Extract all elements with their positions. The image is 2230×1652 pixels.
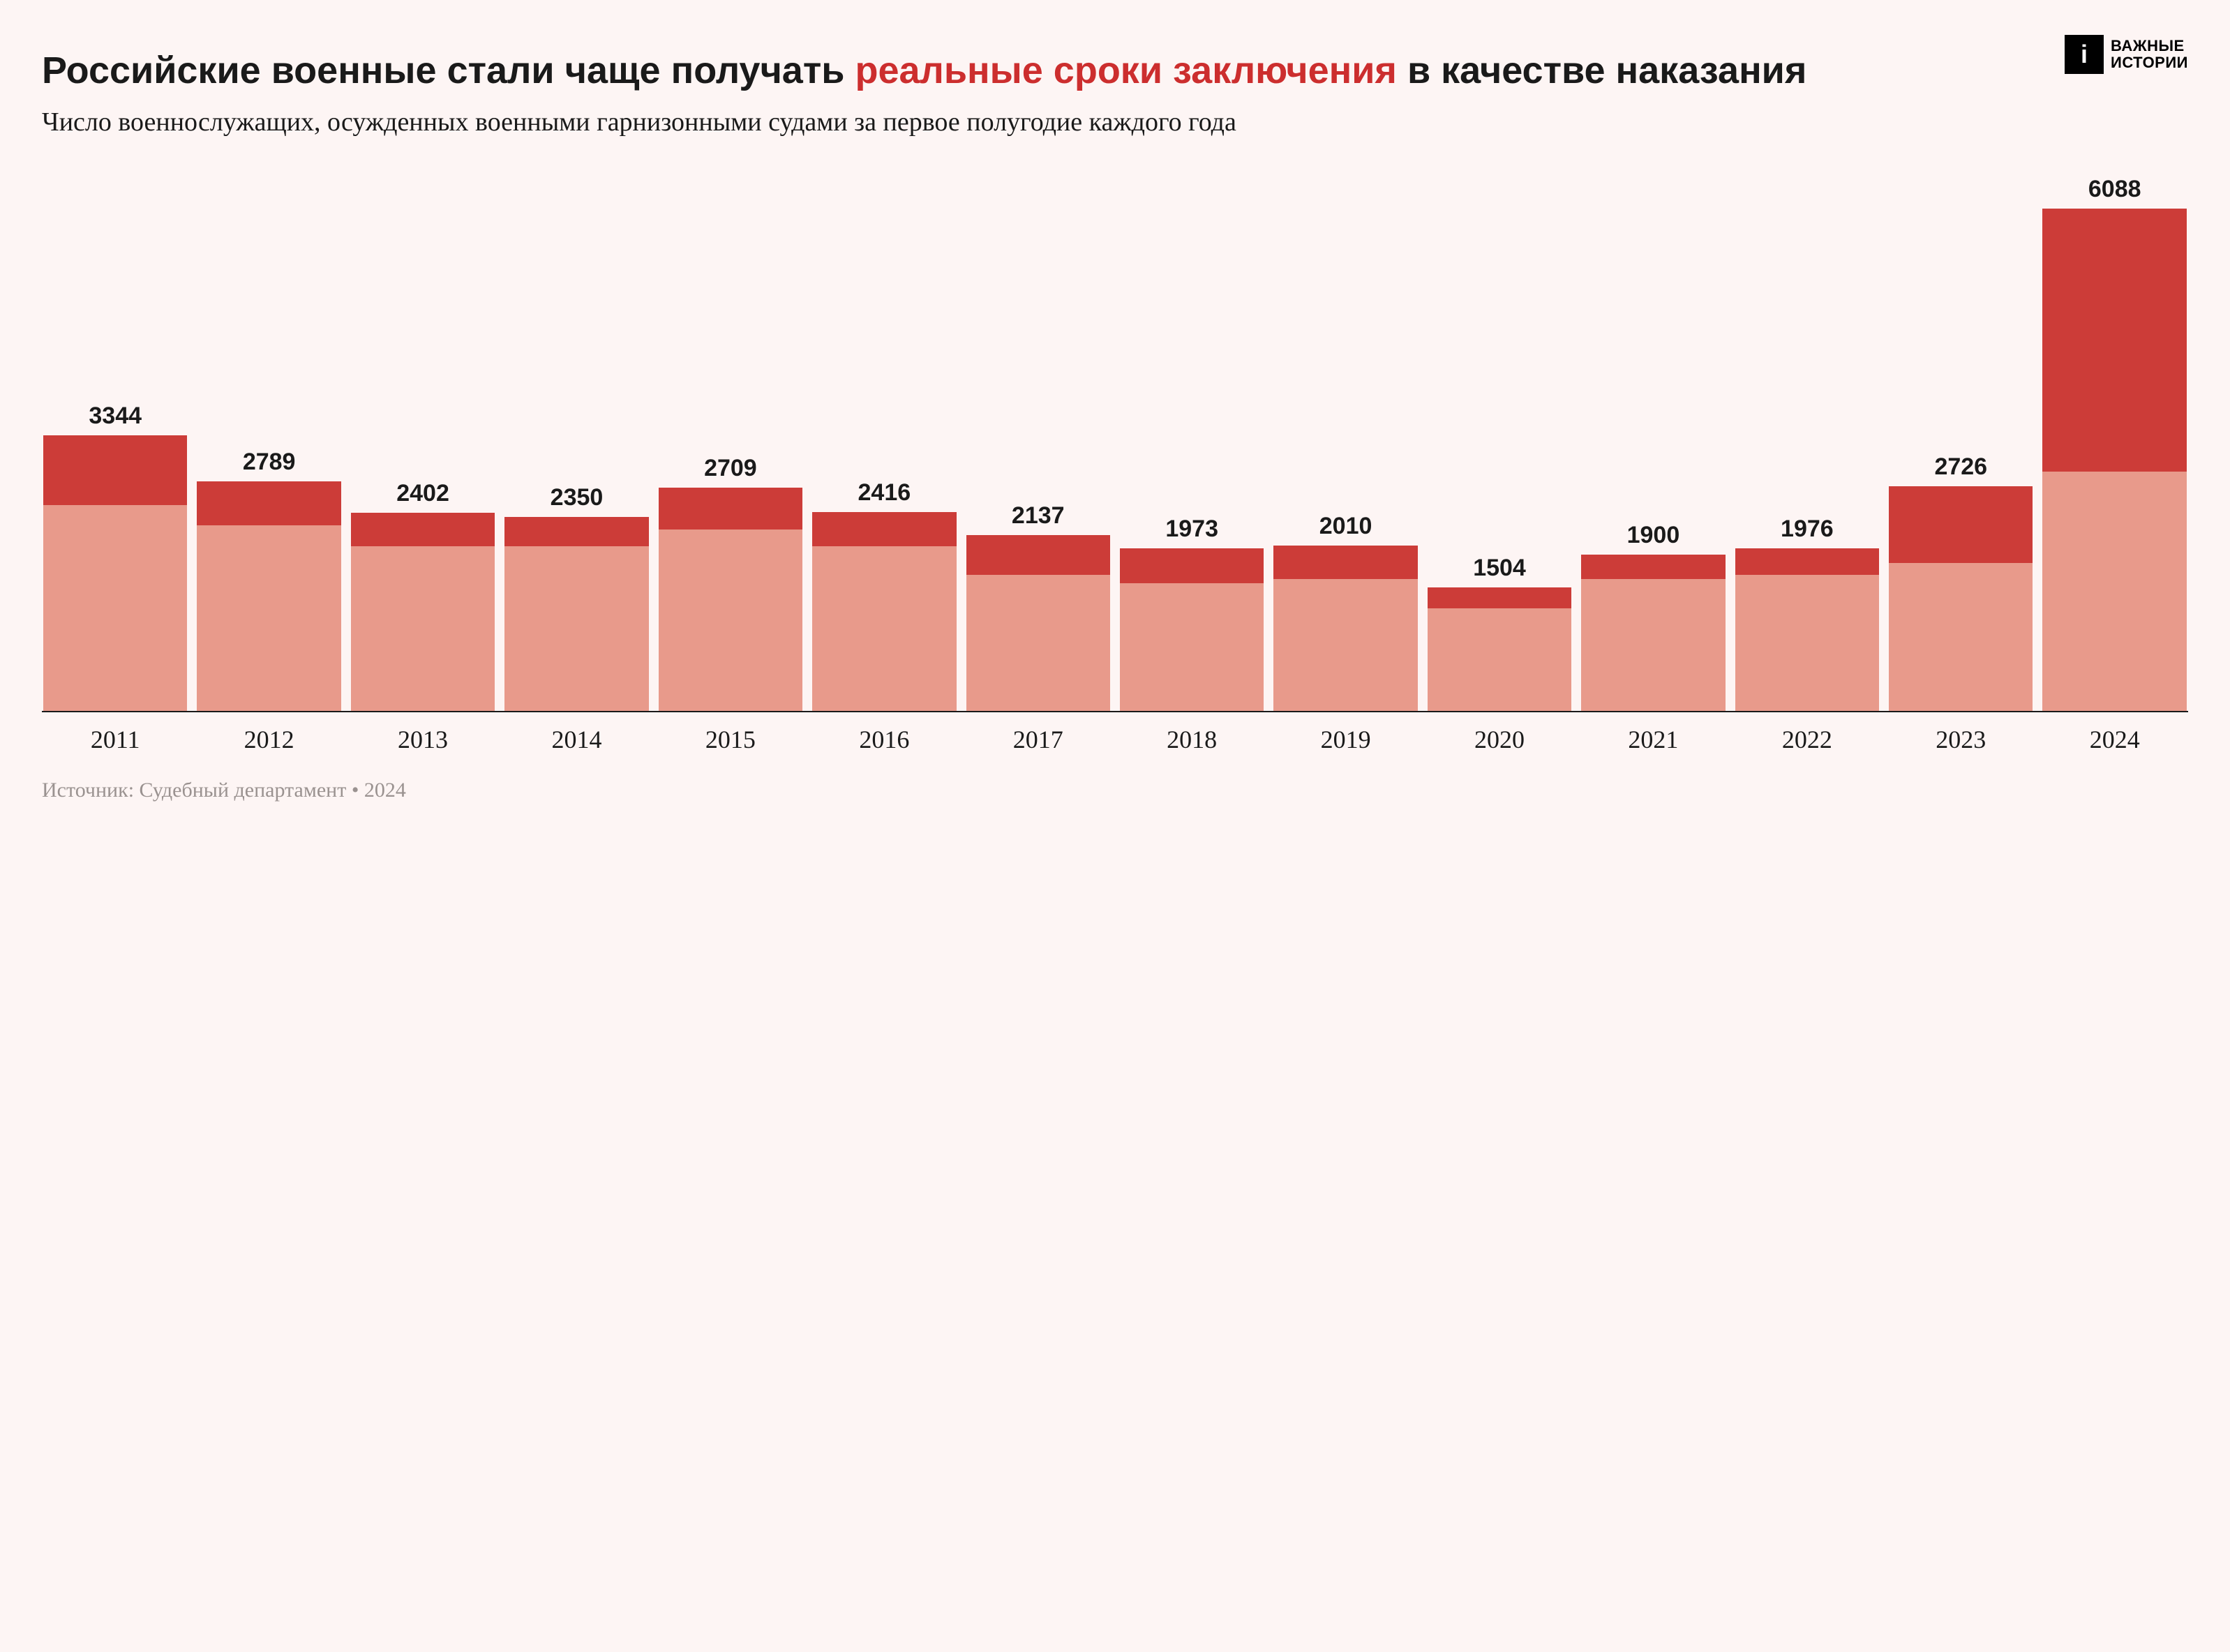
bar-value-label: 1973 bbox=[1165, 516, 1218, 543]
bar-segment-bottom bbox=[504, 546, 648, 712]
publisher-logo: i ВАЖНЫЕ ИСТОРИИ bbox=[2065, 35, 2188, 74]
bar-value-label: 1504 bbox=[1473, 555, 1526, 582]
stacked-bar bbox=[1428, 587, 1571, 712]
bar-group: 2726 bbox=[1889, 210, 2033, 711]
bar-group: 2350 bbox=[504, 210, 648, 711]
bar-value-label: 1976 bbox=[1781, 516, 1834, 543]
bar-group: 1976 bbox=[1735, 210, 1879, 711]
bar-segment-bottom bbox=[197, 525, 341, 711]
bar-segment-top bbox=[197, 481, 341, 526]
bar-group: 3344 bbox=[43, 210, 187, 711]
bar-segment-top bbox=[504, 517, 648, 546]
bar-value-label: 2789 bbox=[243, 449, 296, 476]
bar-value-label: 6088 bbox=[2088, 176, 2141, 203]
stacked-bar bbox=[504, 517, 648, 711]
bar-group: 1504 bbox=[1428, 210, 1571, 711]
bar-chart: 3344 2789 2402 2350 2709 2416 2137 1973 2010 1504… bbox=[42, 210, 2188, 754]
bar-group: 1973 bbox=[1120, 210, 1264, 711]
x-axis-label: 2014 bbox=[504, 725, 648, 754]
bar-group: 6088 bbox=[2042, 210, 2186, 711]
bar-segment-bottom bbox=[1120, 583, 1264, 711]
logo-line2: ИСТОРИИ bbox=[2111, 54, 2188, 71]
bar-segment-top bbox=[1735, 548, 1879, 576]
bar-value-label: 2010 bbox=[1319, 513, 1372, 540]
bar-group: 2709 bbox=[659, 210, 802, 711]
bar-segment-bottom bbox=[2042, 472, 2186, 711]
x-axis-labels: 2011 2012 2013 2014 2015 2016 2017 2018 2019 2020… bbox=[42, 725, 2188, 754]
bars-area: 3344 2789 2402 2350 2709 2416 2137 1973 2010 1504… bbox=[42, 210, 2188, 712]
bar-group: 2402 bbox=[351, 210, 495, 711]
x-axis-label: 2016 bbox=[812, 725, 956, 754]
bar-segment-bottom bbox=[1581, 579, 1725, 711]
stacked-bar bbox=[1581, 555, 1725, 712]
bar-segment-top bbox=[812, 512, 956, 546]
logo-text: ВАЖНЫЕ ИСТОРИИ bbox=[2111, 38, 2188, 71]
bar-segment-top bbox=[966, 535, 1110, 576]
bar-segment-top bbox=[1889, 486, 2033, 563]
bar-value-label: 3344 bbox=[89, 403, 142, 430]
bar-segment-bottom bbox=[812, 546, 956, 712]
bar-segment-bottom bbox=[966, 575, 1110, 711]
bar-segment-top bbox=[659, 488, 802, 530]
stacked-bar bbox=[1273, 546, 1417, 712]
bar-value-label: 2137 bbox=[1012, 502, 1065, 530]
x-axis-label: 2017 bbox=[966, 725, 1110, 754]
bar-segment-bottom bbox=[659, 530, 802, 711]
bar-group: 1900 bbox=[1581, 210, 1725, 711]
x-axis-label: 2013 bbox=[351, 725, 495, 754]
bar-value-label: 2416 bbox=[858, 479, 911, 506]
bar-segment-bottom bbox=[43, 505, 187, 712]
stacked-bar bbox=[197, 481, 341, 712]
x-axis-label: 2024 bbox=[2042, 725, 2186, 754]
chart-container: i ВАЖНЫЕ ИСТОРИИ Российские военные стал… bbox=[42, 49, 2188, 802]
stacked-bar bbox=[1120, 548, 1264, 711]
x-axis-label: 2019 bbox=[1273, 725, 1417, 754]
chart-title: Российские военные стали чаще получать р… bbox=[42, 49, 2081, 92]
title-part1: Российские военные стали чаще получать bbox=[42, 50, 855, 91]
bar-segment-top bbox=[1581, 555, 1725, 579]
bar-segment-bottom bbox=[351, 546, 495, 712]
stacked-bar bbox=[966, 535, 1110, 712]
x-axis-label: 2021 bbox=[1581, 725, 1725, 754]
stacked-bar bbox=[1889, 486, 2033, 711]
bar-group: 2789 bbox=[197, 210, 341, 711]
bar-segment-bottom bbox=[1428, 608, 1571, 712]
bar-value-label: 2402 bbox=[396, 480, 449, 507]
stacked-bar bbox=[43, 435, 187, 711]
stacked-bar bbox=[2042, 209, 2186, 711]
chart-subtitle: Число военнослужащих, осужденных военным… bbox=[42, 105, 2016, 140]
x-axis-label: 2015 bbox=[659, 725, 802, 754]
x-axis-label: 2023 bbox=[1889, 725, 2033, 754]
bar-segment-top bbox=[1428, 587, 1571, 608]
bar-segment-top bbox=[351, 513, 495, 546]
x-axis-label: 2020 bbox=[1428, 725, 1571, 754]
title-part2: в качестве наказания bbox=[1397, 50, 1806, 91]
x-axis-label: 2011 bbox=[43, 725, 187, 754]
x-axis-label: 2018 bbox=[1120, 725, 1264, 754]
title-highlight: реальные сроки заключения bbox=[855, 50, 1396, 91]
bar-value-label: 1900 bbox=[1627, 522, 1680, 549]
stacked-bar bbox=[812, 512, 956, 712]
bar-segment-top bbox=[1120, 548, 1264, 583]
stacked-bar bbox=[1735, 548, 1879, 712]
bar-value-label: 2709 bbox=[704, 455, 757, 482]
bar-segment-bottom bbox=[1889, 563, 2033, 712]
bar-group: 2010 bbox=[1273, 210, 1417, 711]
bar-segment-top bbox=[1273, 546, 1417, 579]
bar-group: 2416 bbox=[812, 210, 956, 711]
bar-segment-top bbox=[2042, 209, 2186, 472]
bar-value-label: 2350 bbox=[551, 484, 604, 511]
logo-line1: ВАЖНЫЕ bbox=[2111, 38, 2188, 54]
logo-icon: i bbox=[2065, 35, 2104, 74]
bar-group: 2137 bbox=[966, 210, 1110, 711]
bar-segment-bottom bbox=[1273, 579, 1417, 711]
stacked-bar bbox=[659, 488, 802, 711]
bar-value-label: 2726 bbox=[1934, 453, 1987, 481]
source-text: Источник: Судебный департамент • 2024 bbox=[42, 779, 2188, 802]
stacked-bar bbox=[351, 513, 495, 711]
x-axis-label: 2022 bbox=[1735, 725, 1879, 754]
x-axis-label: 2012 bbox=[197, 725, 341, 754]
bar-segment-bottom bbox=[1735, 575, 1879, 711]
bar-segment-top bbox=[43, 435, 187, 505]
